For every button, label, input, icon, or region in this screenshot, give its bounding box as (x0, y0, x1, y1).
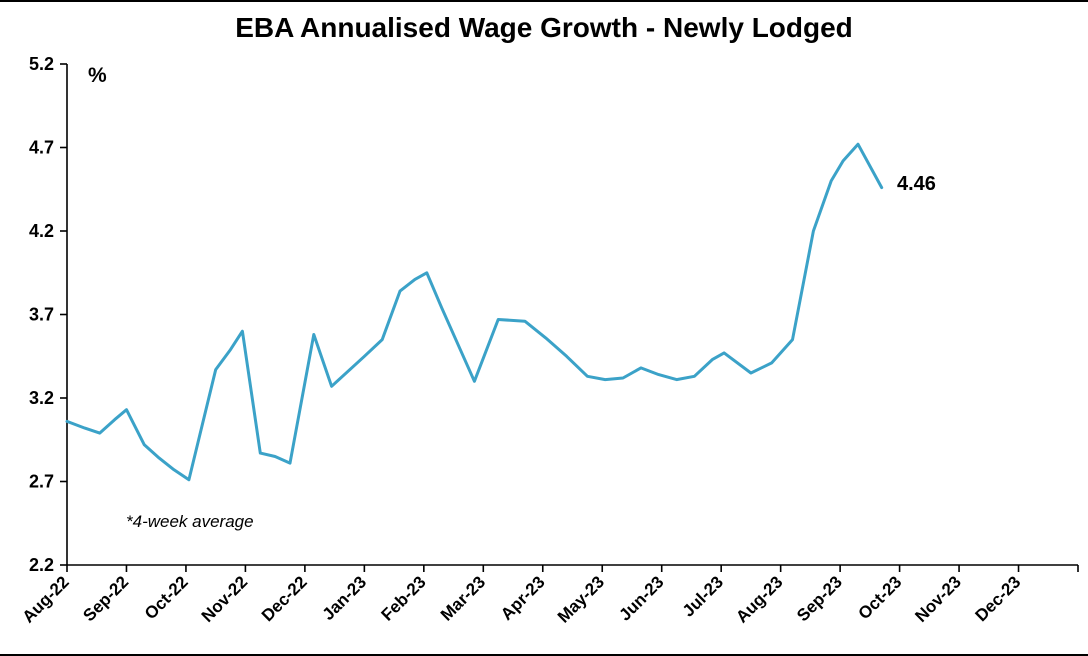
x-tick-label: Aug-23 (732, 572, 786, 626)
x-tick-label: Feb-23 (377, 572, 429, 624)
x-tick-label: Jan-23 (319, 572, 371, 624)
x-tick-label: Sep-22 (79, 572, 132, 625)
y-axis-ticks: 2.2 2.7 3.2 3.7 4.2 4.7 5.2 (29, 54, 67, 575)
last-value-annotation: 4.46 (897, 173, 936, 195)
x-tick-label: Jun-23 (615, 572, 667, 624)
axes (66, 64, 1078, 566)
x-tick-label: Dec-23 (971, 572, 1024, 625)
x-tick-label: Nov-23 (911, 572, 965, 626)
chart-title: EBA Annualised Wage Growth - Newly Lodge… (235, 12, 853, 43)
y-tick-label: 2.7 (29, 472, 54, 492)
x-tick-label: May-23 (554, 572, 608, 626)
y-tick-label: 3.7 (29, 305, 54, 325)
y-tick-label: 5.2 (29, 54, 54, 74)
x-tick-label: Oct-23 (855, 572, 906, 623)
wage-growth-line-series (65, 142, 884, 482)
x-tick-label: Apr-23 (497, 572, 549, 624)
x-tick-label: Jul-23 (679, 572, 727, 620)
x-tick-label: Mar-23 (437, 572, 489, 624)
x-tick-label: Dec-22 (258, 572, 311, 625)
x-tick-label: Aug-22 (19, 572, 73, 626)
y-tick-label: 4.7 (29, 138, 54, 158)
x-axis-ticks: Aug-22 Sep-22 Oct-22 Nov-22 Dec-22 Jan-23 Feb-… (19, 565, 1079, 627)
x-tick-label: Sep-23 (793, 572, 846, 625)
x-tick-label: Nov-22 (198, 572, 252, 626)
y-axis-unit-label: % (88, 64, 107, 87)
footnote-4-week-average: *4-week average (126, 512, 254, 531)
y-tick-label: 2.2 (29, 555, 54, 575)
y-tick-label: 3.2 (29, 388, 54, 408)
y-tick-label: 4.2 (29, 221, 54, 241)
x-tick-label: Oct-22 (141, 572, 192, 623)
